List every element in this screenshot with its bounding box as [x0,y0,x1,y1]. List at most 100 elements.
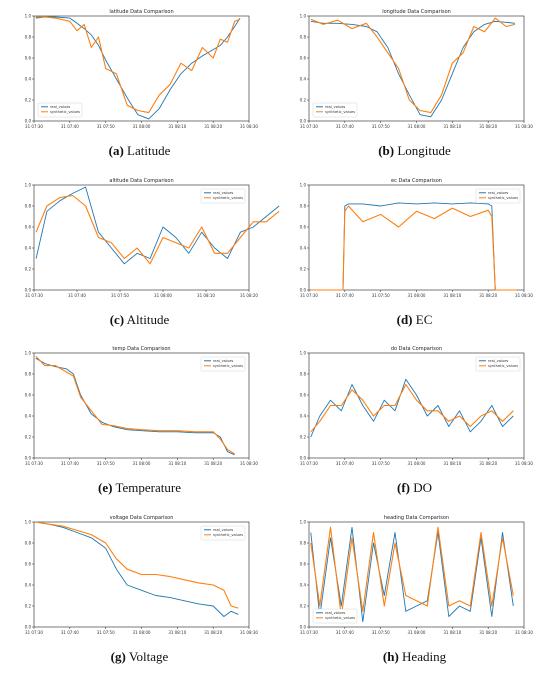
caption-letter: (c) [109,311,125,327]
legend-box [200,356,246,372]
caption-c: (c) Altitude [12,312,267,328]
y-tick-label: 1.0 [300,519,307,524]
legend-label: synthetic_values [325,616,355,620]
x-tick-label: 31 08:10 [168,461,186,466]
series-line-real-values [35,16,241,120]
series-line-real-values [35,186,280,264]
x-tick-label: 31 07:40 [336,461,354,466]
y-tick-label: 0.6 [300,224,307,229]
caption-letter: (h) [382,648,399,664]
legend-label: real_values [213,191,233,195]
series-line-real-values [310,20,516,118]
legend-label: synthetic_values [488,196,518,200]
x-tick-label: 31 07:50 [372,124,390,129]
x-tick-label: 31 08:00 [133,630,151,635]
caption-text: Longitude [394,143,451,158]
x-tick-label: 31 08:10 [443,630,461,635]
x-tick-label: 31 08:00 [408,630,426,635]
x-tick-label: 31 08:10 [168,630,186,635]
chart-panel-g: voltage Data Comparison 0.0 0.2 0.4 0.6 0.8 1.… [12,510,267,674]
x-tick-label: 31 07:50 [111,293,129,298]
chart-title: do Data Comparison [391,346,442,352]
x-tick-label: 31 07:50 [372,630,390,635]
x-tick-label: 31 08:10 [443,461,461,466]
caption-letter: (f) [396,480,410,495]
legend-label: real_values [488,359,508,363]
series-line-real-values [310,201,517,290]
series-line-synthetic-values [35,520,239,609]
y-tick-label: 0.0 [300,624,307,629]
legend-label: real_values [50,105,70,109]
x-tick-label: 31 07:30 [300,461,318,466]
x-tick-label: 31 07:50 [97,124,115,129]
y-tick-label: 0.6 [300,561,307,566]
x-tick-label: 31 08:30 [240,124,258,129]
series-line-synthetic-values [35,16,241,114]
x-tick-label: 31 07:50 [97,630,115,635]
x-tick-label: 31 08:10 [443,293,461,298]
x-tick-label: 31 08:00 [133,124,151,129]
chart-title: altitude Data Comparison [109,178,173,184]
chart-c: altitude Data Comparison 0.0 0.2 0.4 0.6 0.8 1… [25,178,280,298]
x-tick-label: 31 08:30 [240,461,258,466]
chart-g: voltage Data Comparison 0.0 0.2 0.4 0.6 0.8 1.… [25,515,259,635]
caption-letter: (b) [378,143,395,158]
y-tick-label: 0.4 [300,245,307,250]
chart-panel-e: temp Data Comparison 0.0 0.2 0.4 0.6 0.8 1.0 31… [12,341,267,506]
chart-panel-c: altitude Data Comparison 0.0 0.2 0.4 0.6 0.8 1… [12,173,280,338]
chart-panel-h: heading Data Comparison 0.0 0.2 0.4 0.6 0.8 1.… [287,510,542,674]
chart-e: temp Data Comparison 0.0 0.2 0.4 0.6 0.8 1.0 31… [25,346,259,466]
y-tick-label: 0.8 [25,540,32,545]
y-tick-label: 0.8 [300,540,307,545]
caption-e: (e) Temperature [12,480,267,496]
series-line-synthetic-values [310,17,516,114]
x-tick-label: 31 08:00 [408,293,426,298]
y-tick-label: 0.0 [25,287,32,292]
x-tick-label: 31 08:10 [197,293,215,298]
y-tick-label: 1.0 [25,351,32,356]
chart-a: latitude Data Comparison 0.0 0.2 0.4 0.6 0.8 1… [25,9,259,129]
y-tick-label: 0.6 [300,56,307,61]
x-tick-label: 31 08:00 [133,461,151,466]
x-tick-label: 31 07:40 [336,293,354,298]
y-tick-label: 0.0 [25,456,32,461]
y-tick-label: 0.8 [300,203,307,208]
legend-label: real_values [213,528,233,532]
y-tick-label: 0.0 [25,119,32,124]
legend-box [200,188,246,203]
legend-label: real_values [325,105,345,109]
legend-label: synthetic_values [50,110,80,114]
y-tick-label: 0.6 [25,561,32,566]
caption-b: (b) Longitude [287,143,542,159]
chart-title: voltage Data Comparison [110,515,174,521]
series-line-synthetic-values [310,526,514,617]
y-tick-label: 0.4 [25,414,32,419]
x-tick-label: 31 07:50 [372,461,390,466]
x-tick-label: 31 07:40 [336,124,354,129]
x-tick-label: 31 07:30 [25,293,43,298]
y-tick-label: 0.6 [25,393,32,398]
caption-d: (d) EC [287,312,542,328]
chart-title: heading Data Comparison [384,515,449,521]
x-tick-label: 31 08:00 [154,293,172,298]
chart-d: ec Data Comparison 0.0 0.2 0.4 0.6 0.8 1.0 31 0… [300,178,534,298]
legend-label: real_values [213,359,233,363]
legend-box [37,102,83,118]
chart-panel-a: latitude Data Comparison 0.0 0.2 0.4 0.6 0.8 1… [12,4,267,169]
y-tick-label: 0.4 [300,77,307,82]
x-tick-label: 31 07:30 [25,124,43,129]
caption-letter: (e) [98,480,113,495]
x-tick-label: 31 07:30 [300,630,318,635]
x-tick-label: 31 07:50 [97,461,115,466]
y-tick-label: 0.8 [25,372,32,377]
caption-letter: (a) [108,143,124,158]
caption-h: (h) Heading [287,649,542,665]
series-line-synthetic-values [310,204,517,291]
y-tick-label: 1.0 [25,519,32,524]
legend-box [312,608,358,623]
